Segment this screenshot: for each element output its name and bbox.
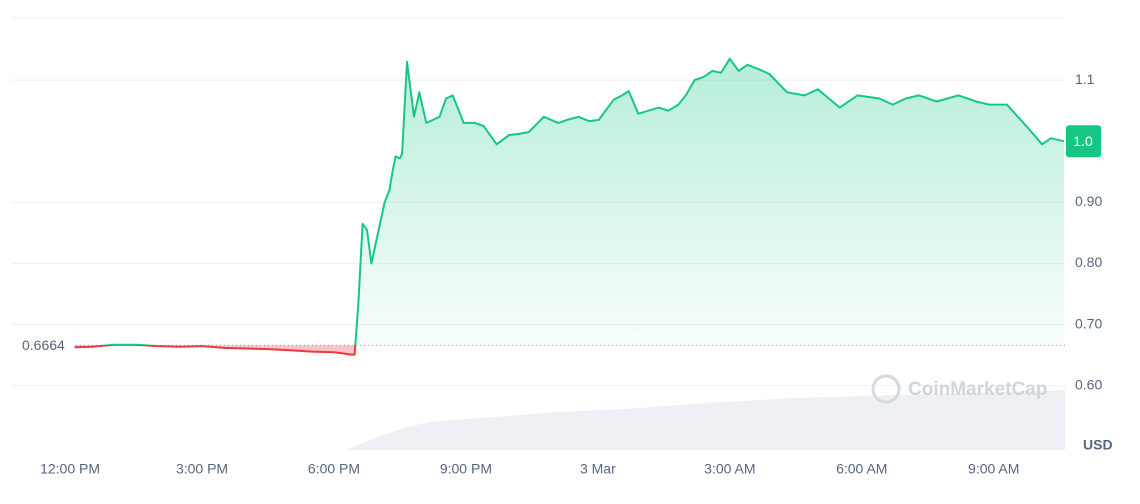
y-tick-label: 0.80 xyxy=(1075,254,1102,270)
x-tick-label: 9:00 PM xyxy=(440,461,492,477)
x-tick-label: 9:00 AM xyxy=(968,461,1019,477)
reference-label: 0.6664 xyxy=(22,337,65,353)
y-tick-label: 0.70 xyxy=(1075,315,1102,331)
x-tick-label: 3:00 PM xyxy=(176,461,228,477)
last-price-label: 1.0 xyxy=(1073,133,1093,149)
y-tick-label: 1.1 xyxy=(1075,71,1095,87)
price-area xyxy=(74,58,1065,355)
reference-label-bg xyxy=(0,334,74,357)
last-price-badge xyxy=(1066,125,1101,158)
x-tick-label: 12:00 PM xyxy=(40,461,100,477)
watermark: CoinMarketCap xyxy=(871,374,1047,404)
x-tick-label: 3 Mar xyxy=(580,461,616,477)
y-tick-label: 0.60 xyxy=(1075,377,1102,393)
volume-area xyxy=(345,390,1065,450)
watermark-text: CoinMarketCap xyxy=(908,379,1047,400)
price-line xyxy=(74,57,1065,356)
x-tick-label: 6:00 AM xyxy=(836,461,887,477)
x-tick-label: 6:00 PM xyxy=(308,461,360,477)
currency-label: USD xyxy=(1083,437,1113,453)
watermark-logo xyxy=(871,374,901,404)
x-tick-label: 3:00 AM xyxy=(704,461,755,477)
y-tick-label: 0.90 xyxy=(1075,193,1102,209)
